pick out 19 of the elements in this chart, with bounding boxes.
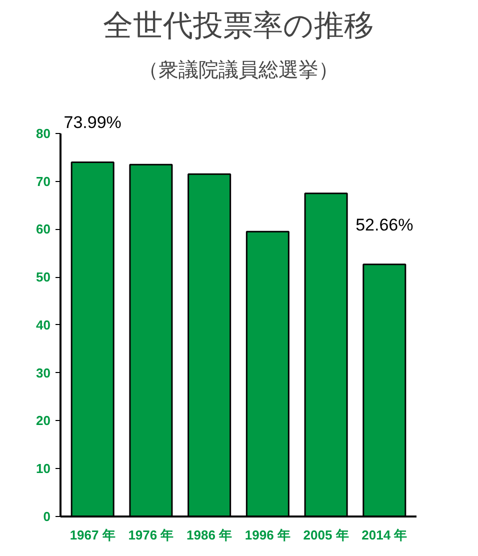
chart-subtitle: （衆議院議員総選挙） (138, 58, 338, 82)
y-tick-label: 10 (36, 461, 51, 476)
y-tick-label: 20 (36, 413, 51, 428)
x-tick-label: 2014 年 (362, 528, 408, 542)
x-tick-label: 1976 年 (128, 528, 174, 542)
y-tick-label: 70 (36, 174, 51, 189)
y-tick-label: 40 (36, 317, 51, 332)
chart-title: 全世代投票率の推移 (103, 8, 374, 44)
data-label: 52.66% (356, 215, 414, 234)
y-tick-label: 50 (36, 270, 51, 285)
x-tick-label: 1967 年 (70, 528, 116, 542)
y-tick-label: 0 (43, 509, 51, 524)
x-tick-label: 2005 年 (303, 528, 349, 542)
x-tick-label: 1986 年 (186, 528, 232, 542)
x-tick-label: 1996 年 (244, 528, 290, 542)
y-tick-label: 60 (36, 222, 51, 237)
data-label: 73.99% (64, 113, 122, 132)
y-tick-label: 30 (36, 365, 51, 380)
y-tick-label: 80 (36, 126, 51, 141)
